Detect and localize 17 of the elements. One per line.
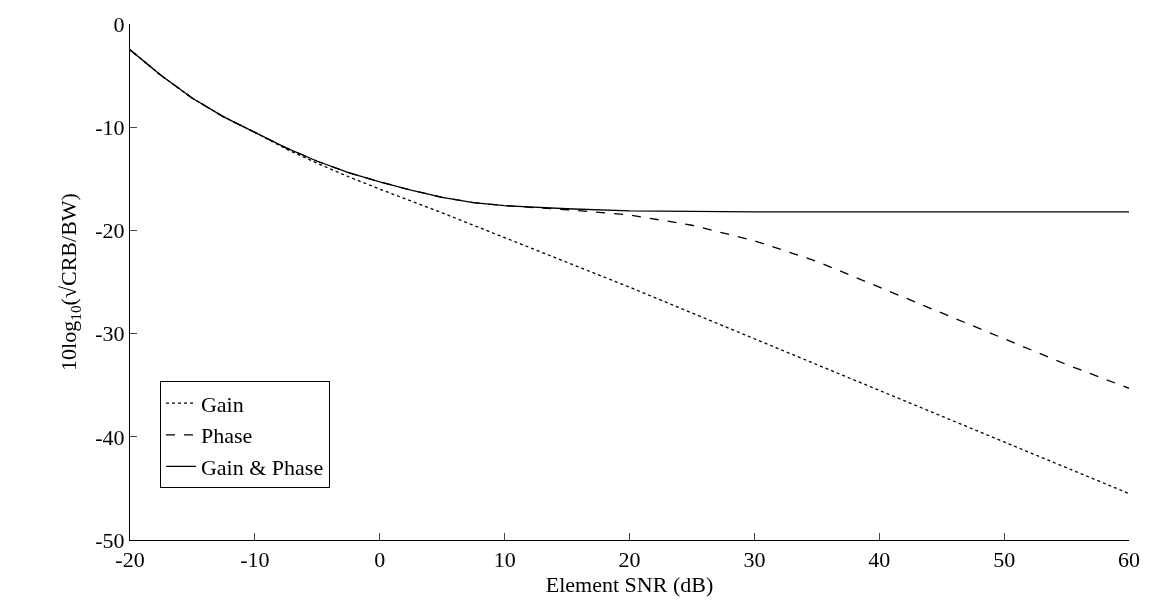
y-tick-label: 0 (113, 11, 125, 37)
x-tick-label: 50 (993, 547, 1016, 573)
legend-label: Gain (200, 391, 244, 417)
y-tick-label: -10 (95, 114, 125, 140)
y-tick-label: -40 (95, 424, 125, 450)
x-axis-title: Element SNR (dB) (545, 572, 714, 598)
x-tick-label: 0 (374, 547, 386, 573)
x-tick-label: 40 (868, 547, 891, 573)
x-tick-label: 60 (1118, 547, 1140, 573)
legend-label: Gain & Phase (200, 454, 324, 480)
x-tick-label: 10 (493, 547, 516, 573)
y-tick-label: -20 (95, 218, 125, 244)
x-tick-label: 30 (743, 547, 766, 573)
x-tick-label: 20 (618, 547, 641, 573)
legend-label: Phase (200, 423, 253, 449)
x-tick-label: -10 (240, 547, 270, 573)
y-tick-label: -30 (95, 321, 125, 347)
